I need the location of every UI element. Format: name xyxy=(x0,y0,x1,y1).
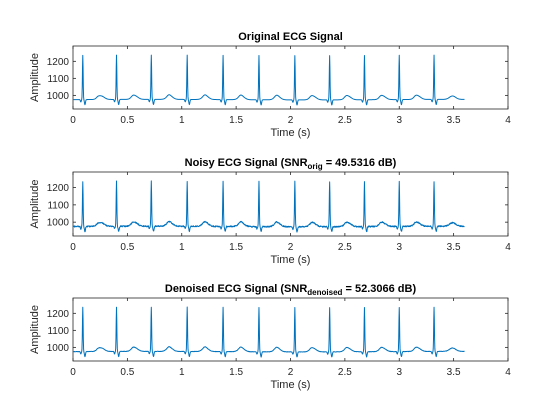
x-tick-label: 3.5 xyxy=(447,242,461,253)
y-tick-label: 1200 xyxy=(47,57,70,68)
y-tick-label: 1200 xyxy=(47,183,70,194)
x-tick-label: 1.5 xyxy=(229,242,243,253)
y-tick-label: 1100 xyxy=(47,326,69,337)
x-tick-label: 2 xyxy=(288,367,294,378)
y-axis-label: Amplitude xyxy=(29,305,41,354)
x-tick-label: 3 xyxy=(396,115,402,126)
y-tick-label: 1100 xyxy=(47,74,69,85)
title-part: Original ECG Signal xyxy=(238,31,343,43)
y-tick-label: 1000 xyxy=(47,218,70,229)
x-tick-label: 3 xyxy=(396,242,402,253)
x-tick-label: 2.5 xyxy=(338,115,352,126)
y-tick-label: 1000 xyxy=(47,343,70,354)
y-tick-label: 1000 xyxy=(47,91,70,102)
title-part: denoised xyxy=(307,288,342,297)
y-tick-label: 1200 xyxy=(47,309,70,320)
x-tick-label: 0 xyxy=(70,367,76,378)
subplot-1: Original ECG Signal 0 0.5 1 1.5 2 2.5 3 3.5 4 1000… xyxy=(29,31,511,139)
chart-title: Original ECG Signal xyxy=(238,31,343,43)
x-tick-label: 3 xyxy=(396,367,402,378)
x-tick-label: 1.5 xyxy=(229,367,243,378)
x-tick-label: 0.5 xyxy=(120,115,134,126)
chart-title: Noisy ECG Signal (SNRorig = 49.5316 dB) xyxy=(185,157,397,171)
x-tick-label: 2.5 xyxy=(338,367,352,378)
x-tick-label: 0.5 xyxy=(120,242,134,253)
x-tick-label: 1 xyxy=(179,242,185,253)
subplot-2: Noisy ECG Signal (SNRorig = 49.5316 dB) 0… xyxy=(29,157,511,266)
x-tick-label: 4 xyxy=(505,367,511,378)
title-part: Noisy ECG Signal (SNR xyxy=(185,157,308,169)
x-tick-label: 2 xyxy=(288,242,294,253)
title-part: Denoised ECG Signal (SNR xyxy=(165,283,307,295)
ecg-trace xyxy=(72,54,465,106)
x-tick-label: 1 xyxy=(179,115,185,126)
title-part: orig xyxy=(308,162,323,171)
x-tick-label: 3.5 xyxy=(447,367,461,378)
x-tick-label: 2.5 xyxy=(338,242,352,253)
chart-title: Denoised ECG Signal (SNRdenoised = 52.30… xyxy=(165,283,417,297)
x-tick-label: 3.5 xyxy=(447,115,461,126)
x-tick-label: 4 xyxy=(505,115,511,126)
y-axis-label: Amplitude xyxy=(29,180,41,229)
title-part: = 52.3066 dB) xyxy=(342,283,416,295)
x-tick-label: 1.5 xyxy=(229,115,243,126)
y-tick-label: 1100 xyxy=(47,200,69,211)
x-tick-label: 0.5 xyxy=(120,367,134,378)
x-tick-label: 4 xyxy=(505,242,511,253)
ecg-trace xyxy=(72,180,465,233)
x-tick-label: 0 xyxy=(70,115,76,126)
x-tick-label: 2 xyxy=(288,115,294,126)
ecg-trace xyxy=(72,306,465,358)
title-part: = 49.5316 dB) xyxy=(323,157,397,169)
y-axis-label: Amplitude xyxy=(29,53,41,102)
x-tick-label: 0 xyxy=(70,242,76,253)
x-tick-label: 1 xyxy=(179,367,185,378)
x-axis-label: Time (s) xyxy=(271,379,311,391)
x-axis-label: Time (s) xyxy=(271,254,311,266)
subplot-3: Denoised ECG Signal (SNRdenoised = 52.30… xyxy=(29,283,511,391)
x-axis-label: Time (s) xyxy=(271,127,311,139)
